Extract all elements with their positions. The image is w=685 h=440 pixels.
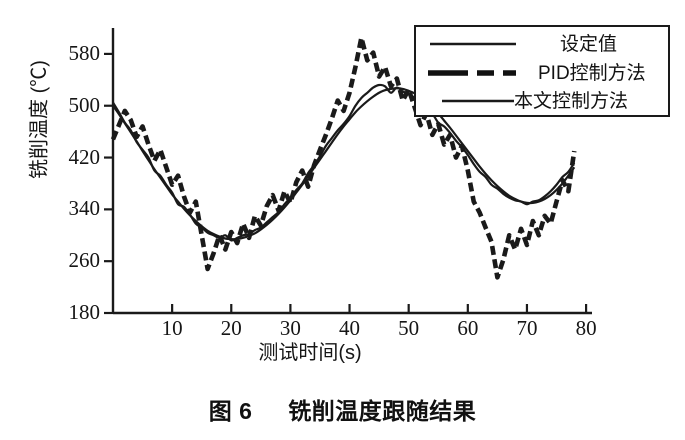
x-tick-label: 20 bbox=[220, 316, 242, 340]
x-axis-ticks bbox=[171, 304, 588, 313]
x-tick-label: 10 bbox=[161, 316, 183, 340]
axis-lines bbox=[111, 28, 592, 315]
y-tick-label: 500 bbox=[68, 92, 101, 117]
y-axis-title: 铣削温度 (℃) bbox=[28, 60, 51, 179]
x-tick-label: 40 bbox=[339, 316, 361, 340]
y-tick-label: 340 bbox=[68, 196, 101, 221]
solid-thin-line-icon bbox=[430, 42, 516, 46]
series-line-proposed bbox=[112, 83, 576, 242]
figure-caption-number: 图 6 bbox=[208, 398, 253, 424]
legend-swatch-proposed-icon bbox=[442, 93, 514, 109]
figure-caption-title: 铣削温度跟随结果 bbox=[288, 398, 477, 424]
x-tick-label: 50 bbox=[398, 316, 420, 340]
legend-label-pid: PID控制方法 bbox=[538, 62, 646, 84]
legend-swatch-pid-icon bbox=[428, 65, 538, 81]
x-tick-label: 70 bbox=[516, 316, 538, 340]
legend-item-setpoint: 设定值 bbox=[416, 29, 668, 59]
legend-label-proposed: 本文控制方法 bbox=[514, 90, 629, 112]
legend-swatch-setpoint-icon bbox=[430, 36, 516, 52]
legend-item-pid: PID控制方法 bbox=[416, 58, 668, 88]
y-tick-label: 420 bbox=[68, 144, 101, 169]
y-axis-ticks bbox=[104, 52, 113, 315]
legend-label-setpoint: 设定值 bbox=[560, 33, 618, 55]
x-tick-label: 80 bbox=[575, 316, 597, 340]
x-axis-title: 测试时间(s) bbox=[258, 342, 362, 364]
y-tick-label: 260 bbox=[68, 248, 101, 273]
solid-thin-line-icon bbox=[442, 99, 514, 103]
chart-plot-area: 180 260 340 420 500 580 10 20 30 40 50 60 70 80 铣削温度… bbox=[28, 25, 670, 364]
chart-series-layer bbox=[110, 35, 577, 280]
figure-caption: 图 6 铣削温度跟随结果 bbox=[0, 392, 685, 426]
chart-legend: 设定值 PID控制方法 本文控制方法 bbox=[414, 25, 670, 117]
dashed-thick-line-icon bbox=[428, 70, 538, 76]
chart-svg bbox=[104, 28, 592, 315]
legend-item-proposed: 本文控制方法 bbox=[416, 86, 668, 116]
y-tick-label: 580 bbox=[68, 40, 101, 65]
x-tick-label: 60 bbox=[457, 316, 479, 340]
x-tick-label: 30 bbox=[279, 316, 301, 340]
y-tick-label: 180 bbox=[68, 300, 101, 324]
series-line-pid bbox=[110, 35, 577, 280]
